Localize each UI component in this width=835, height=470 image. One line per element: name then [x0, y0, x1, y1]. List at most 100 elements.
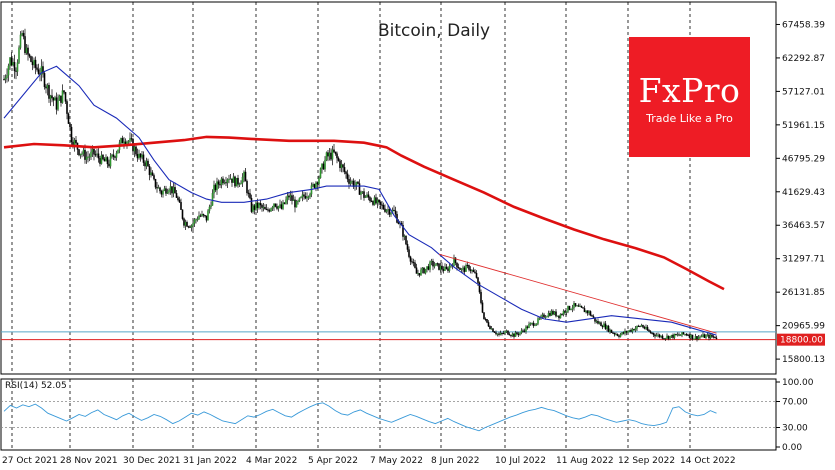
candle-body — [580, 305, 583, 308]
candle-body — [663, 338, 665, 340]
candle-body — [565, 311, 568, 313]
candle-body — [85, 156, 88, 160]
candle-body — [576, 305, 578, 307]
candle-body — [31, 61, 34, 66]
candle-body — [114, 156, 116, 158]
candle-body — [523, 330, 526, 332]
candle-body — [664, 337, 667, 340]
candle-body — [594, 317, 596, 322]
candle-body — [70, 126, 73, 143]
candle-body — [672, 334, 674, 338]
x-tick-label: 10 Jul 2022 — [495, 456, 546, 466]
candle-body — [252, 205, 254, 212]
candle-body — [55, 97, 58, 110]
y-tick-label: 15800.13 — [782, 355, 825, 365]
candle-body — [465, 265, 467, 272]
candle-body — [495, 332, 497, 335]
candle-body — [570, 309, 572, 311]
candle-body — [448, 265, 451, 271]
candle-body — [304, 195, 307, 199]
candle-body — [288, 195, 290, 198]
candle-body — [532, 322, 535, 326]
candle-body — [550, 310, 553, 316]
candle-body — [613, 332, 616, 335]
candle-body — [442, 269, 445, 271]
candle-body — [321, 163, 323, 169]
candle-body — [630, 329, 632, 332]
candle-body — [409, 256, 412, 262]
candle-body — [433, 265, 436, 267]
candle-body — [358, 183, 361, 195]
candle-body — [543, 314, 545, 318]
candle-body — [382, 205, 385, 210]
candle-body — [40, 66, 43, 75]
candle-body — [25, 47, 28, 54]
candle-body — [529, 323, 532, 325]
candle-body — [100, 154, 103, 164]
candle-body — [637, 325, 640, 327]
candle-body — [178, 199, 181, 203]
candle-body — [150, 172, 152, 176]
candle-body — [430, 260, 433, 263]
x-axis-ticks: 27 Oct 2021 28 Nov 2021 30 Dec 2021 31 Jan … — [2, 456, 736, 466]
candle-body — [49, 95, 52, 99]
candle-body — [205, 215, 208, 221]
candle-body — [81, 153, 83, 155]
candle-body — [336, 153, 338, 159]
candle-body — [706, 334, 709, 336]
candle-body — [517, 333, 520, 335]
candle-body — [198, 215, 200, 220]
candle-body — [474, 271, 476, 274]
candle-body — [6, 75, 8, 79]
candle-body — [175, 193, 178, 198]
candle-body — [282, 202, 284, 209]
candle-body — [171, 186, 173, 194]
candle-body — [408, 249, 410, 257]
candle-body — [606, 325, 608, 330]
candle-body — [697, 336, 700, 340]
candle-body — [696, 336, 698, 340]
candle-body — [387, 209, 389, 211]
price-badge — [777, 333, 825, 346]
candle-body — [645, 326, 647, 329]
candle-body — [535, 323, 538, 326]
candle-body — [196, 219, 199, 221]
candle-body — [610, 329, 613, 333]
candle-body — [366, 194, 368, 197]
candle-body — [277, 205, 280, 209]
candle-body — [295, 201, 298, 208]
candle-body — [342, 164, 344, 168]
candle-body — [507, 330, 509, 335]
candle-body — [561, 314, 563, 316]
candle-body — [687, 334, 689, 336]
candle-body — [264, 207, 266, 210]
candle-body — [34, 59, 37, 68]
candle-body — [16, 62, 19, 72]
candle-body — [666, 335, 668, 339]
candle-body — [285, 199, 287, 204]
candle-body — [423, 267, 425, 274]
candle-body — [300, 196, 302, 199]
candle-body — [130, 138, 133, 140]
candle-body — [534, 324, 536, 327]
candle-body — [514, 332, 517, 337]
candle-body — [681, 332, 683, 336]
candle-body — [372, 201, 374, 205]
candle-body — [265, 208, 268, 211]
candle-body — [699, 336, 701, 338]
candle-body — [684, 333, 686, 336]
candle-body — [708, 334, 710, 339]
candle-body — [57, 100, 59, 110]
candle-body — [28, 54, 31, 57]
candle-body — [481, 302, 484, 313]
candle-body — [496, 333, 499, 335]
candle-body — [505, 330, 508, 332]
candle-body — [220, 178, 223, 185]
candle-body — [601, 325, 604, 328]
candle-body — [301, 194, 304, 198]
candle-body — [10, 57, 13, 66]
candle-body — [709, 334, 712, 339]
candle-body — [172, 187, 175, 194]
candle-body — [624, 330, 626, 334]
candle-body — [202, 214, 205, 216]
